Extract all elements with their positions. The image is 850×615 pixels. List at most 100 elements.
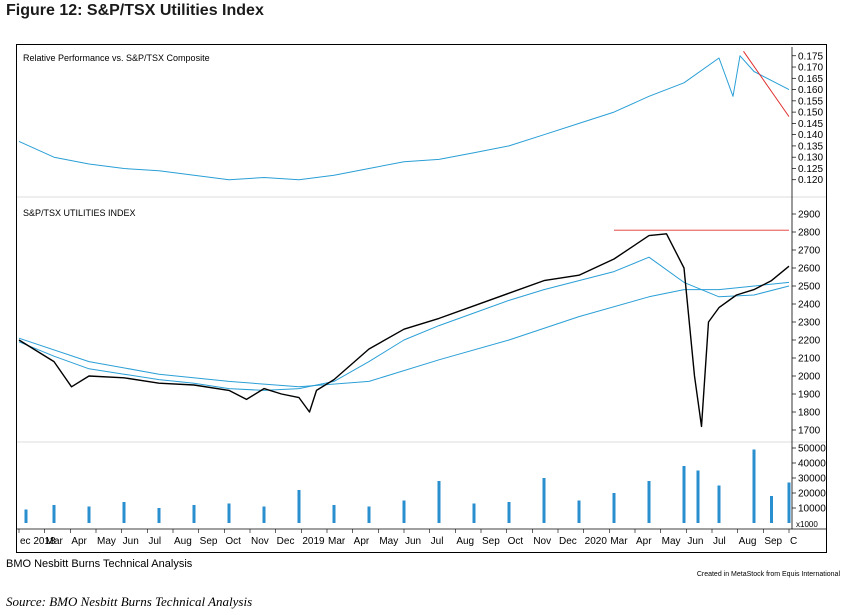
y-tick-label: 1800	[798, 408, 821, 419]
y-tick-label: 2100	[798, 354, 821, 365]
y-tick-label: 0.160	[798, 85, 823, 96]
y-tick-label: 2300	[798, 318, 821, 329]
volume-bar	[332, 505, 336, 523]
x-tick-label: Apr	[71, 536, 87, 547]
volume-bar	[157, 508, 161, 523]
x-tick-label: Dec	[277, 536, 295, 547]
volume-bar	[227, 503, 231, 523]
x-tick-label: May	[662, 536, 681, 547]
volume-unit-label: x1000	[796, 520, 818, 529]
x-tick-label: Nov	[251, 536, 269, 547]
volume-bar	[696, 470, 700, 523]
volume-bar	[682, 466, 686, 523]
y-tick-label: 0.125	[798, 164, 823, 175]
volume-bar	[542, 478, 546, 523]
x-tick-label: Sep	[764, 536, 782, 547]
y-tick-label: 2800	[798, 228, 821, 239]
chart-panel: 0.175 0.170 0.165 0.160 0.155 0.150 0.145 0.140…	[16, 44, 827, 553]
x-tick-label: Oct	[225, 536, 241, 547]
y-tick-label: 0.155	[798, 96, 823, 107]
x-tick-label: Mar	[610, 536, 628, 547]
x-tick-label: 2020	[585, 536, 608, 547]
volume-bar	[507, 502, 511, 523]
volume-bar	[752, 449, 756, 523]
y-tick-label: 1700	[798, 426, 821, 437]
volume-bar	[770, 496, 773, 523]
y-tick-label: 30000	[798, 474, 826, 485]
y-tick-label: 2000	[798, 372, 821, 383]
volume-bar	[122, 502, 126, 523]
x-tick-label: Aug	[739, 536, 757, 547]
x-tick-label: Jul	[148, 536, 161, 547]
y-tick-label: 0.150	[798, 108, 823, 119]
volume-bar	[87, 506, 91, 523]
x-tick-label: Apr	[636, 536, 652, 547]
x-tick-label: Jul	[713, 536, 726, 547]
relative-performance-line	[18, 55, 790, 181]
y-tick-label: 0.165	[798, 74, 823, 85]
x-tick-label: May	[97, 536, 116, 547]
y-tick-label: 2600	[798, 264, 821, 275]
x-tick-label: Jun	[405, 536, 421, 547]
x-tick-label: Aug	[456, 536, 474, 547]
x-tick-label: Jun	[123, 536, 139, 547]
y-tick-label: 0.120	[798, 175, 823, 186]
x-tick-label: Mar	[46, 536, 64, 547]
volume-bar	[577, 500, 581, 523]
long-moving-average-line	[18, 281, 790, 388]
volume-bar	[297, 490, 301, 523]
x-tick-label: ec 2018	[20, 536, 56, 547]
x-tick-label: Oct	[508, 536, 524, 547]
panel-title: Relative Performance vs. S&P/TSX Composi…	[23, 53, 210, 63]
x-tick-label: Aug	[174, 536, 192, 547]
downtrend-line	[743, 51, 790, 117]
chart-svg: 0.1750.1700.1650.1600.1550.1500.1450.140…	[17, 47, 826, 547]
volume-bar	[367, 506, 371, 523]
y-tick-label: 2200	[798, 336, 821, 347]
x-tick-label: May	[379, 536, 398, 547]
x-tick-label: Dec	[559, 536, 577, 547]
panel-title: S&P/TSX UTILITIES INDEX	[23, 208, 136, 218]
software-credit: Created in MetaStock from Equis Internat…	[696, 571, 840, 578]
y-tick-label: 0.170	[798, 63, 823, 74]
volume-bar	[192, 505, 196, 523]
volume-bar	[612, 493, 616, 523]
volume-bar	[787, 482, 791, 523]
y-tick-label: 0.140	[798, 130, 823, 141]
x-tick-label: Mar	[328, 536, 346, 547]
y-tick-label: 0.135	[798, 141, 823, 152]
volume-bar	[437, 481, 441, 523]
volume-bar	[262, 506, 266, 523]
y-tick-label: 2700	[798, 246, 821, 257]
volume-bar	[402, 500, 406, 523]
x-tick-label: Nov	[533, 536, 551, 547]
y-tick-label: 1900	[798, 390, 821, 401]
volume-bar	[717, 485, 721, 523]
y-tick-label: 0.175	[798, 51, 823, 62]
volume-bar	[52, 505, 56, 523]
volume-bar	[472, 503, 476, 523]
short-moving-average-line	[18, 256, 790, 391]
source-note: Source: BMO Nesbitt Burns Technical Anal…	[6, 594, 253, 609]
y-tick-label: 2500	[798, 282, 821, 293]
x-tick-label: Sep	[200, 536, 218, 547]
y-tick-label: 10000	[798, 504, 826, 515]
y-tick-label: 0.145	[798, 119, 823, 130]
volume-bar	[24, 509, 28, 523]
figure-title: Figure 12: S&P/TSX Utilities Index	[6, 2, 264, 19]
y-tick-label: 2400	[798, 300, 821, 311]
x-tick-label: Apr	[354, 536, 370, 547]
y-tick-label: 40000	[798, 459, 826, 470]
footer-credit: BMO Nesbitt Burns Technical Analysis	[6, 558, 193, 570]
x-tick-label: Jun	[687, 536, 703, 547]
x-tick-label: Jul	[431, 536, 444, 547]
y-tick-label: 2900	[798, 210, 821, 221]
x-tick-label: 2019	[302, 536, 325, 547]
x-tick-label: Sep	[482, 536, 500, 547]
index-price-line	[18, 233, 790, 428]
y-tick-label: 0.130	[798, 153, 823, 164]
y-tick-label: 50000	[798, 444, 826, 455]
x-tick-label: C	[790, 536, 797, 547]
volume-bar	[647, 481, 651, 523]
y-tick-label: 20000	[798, 489, 826, 500]
